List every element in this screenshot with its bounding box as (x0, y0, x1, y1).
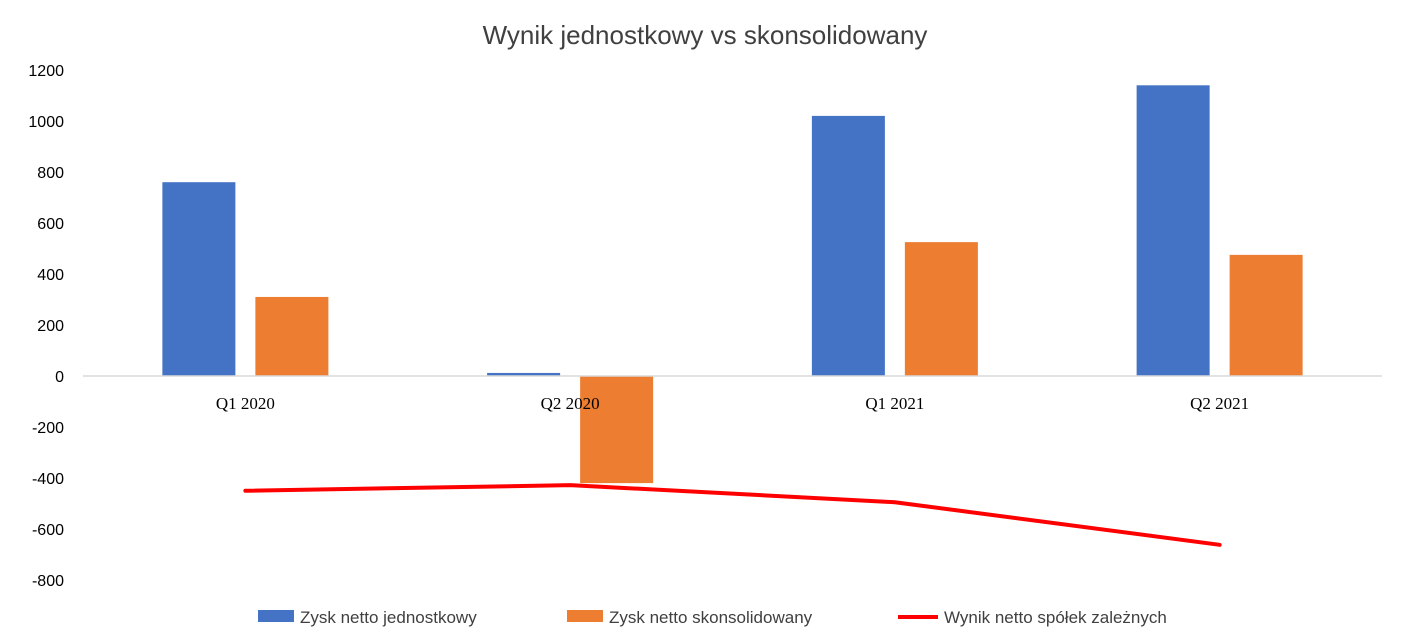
y-axis-ticks: 1200 1000 800 600 400 200 0 -200 -400 -600 -800 (28, 63, 64, 590)
bar-series-2 (580, 376, 654, 484)
legend-label: Zysk netto jednostkowy (300, 608, 477, 627)
line-series (243, 483, 1222, 547)
y-tick-label: 0 (55, 369, 64, 386)
y-tick-label: 200 (37, 318, 64, 335)
bar-series-2 (1229, 254, 1303, 376)
legend-label: Zysk netto skonsolidowany (609, 608, 813, 627)
y-tick-label: 1200 (28, 63, 64, 80)
y-tick-label: -800 (32, 573, 64, 590)
y-tick-label: 400 (37, 267, 64, 284)
y-tick-label: -400 (32, 471, 64, 488)
legend-swatch (567, 610, 603, 622)
bar-series-2 (255, 296, 329, 376)
x-tick-label: Q2 2021 (1190, 394, 1249, 413)
legend-label: Wynik netto spółek zależnych (944, 608, 1167, 627)
y-tick-label: 1000 (28, 114, 64, 131)
bar-series-1 (487, 372, 561, 376)
lines (243, 483, 1222, 547)
x-axis-ticks: Q1 2020 Q2 2020 Q1 2021 Q2 2021 (216, 394, 1249, 413)
bar-series-1 (162, 182, 236, 376)
x-tick-label: Q2 2020 (541, 394, 600, 413)
bar-series-1 (1136, 85, 1210, 377)
x-tick-label: Q1 2021 (865, 394, 924, 413)
legend-swatch (258, 610, 294, 622)
y-tick-label: 600 (37, 216, 64, 233)
chart-title: Wynik jednostkowy vs skonsolidowany (483, 20, 928, 50)
y-tick-label: 800 (37, 165, 64, 182)
y-tick-label: -200 (32, 420, 64, 437)
legend: Zysk netto jednostkowy Zysk netto skonsol… (258, 608, 1167, 627)
bar-series-1 (811, 115, 885, 377)
bar-series-2 (904, 242, 978, 376)
x-tick-label: Q1 2020 (216, 394, 275, 413)
y-tick-label: -600 (32, 522, 64, 539)
bars (162, 85, 1303, 484)
